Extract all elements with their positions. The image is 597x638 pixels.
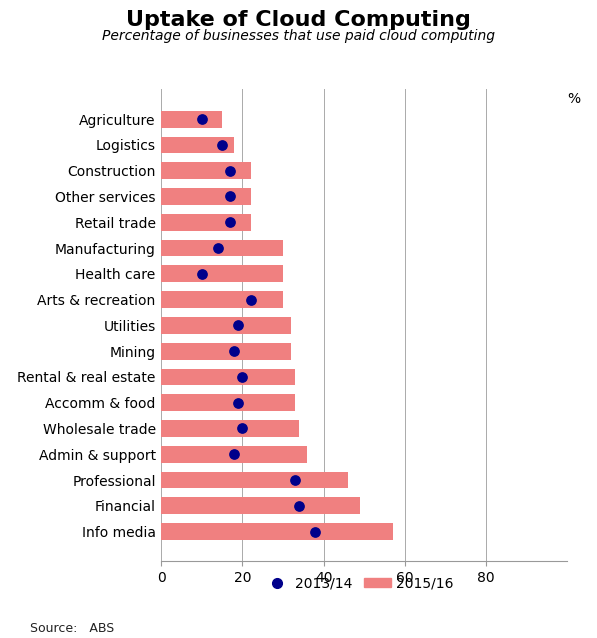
- Bar: [161, 420, 299, 437]
- Bar: [161, 265, 283, 282]
- Bar: [161, 317, 291, 334]
- Bar: [161, 471, 348, 489]
- Point: [213, 243, 223, 253]
- Bar: [161, 111, 222, 128]
- Bar: [161, 188, 251, 205]
- Point: [226, 166, 235, 176]
- Point: [226, 191, 235, 202]
- Bar: [161, 523, 393, 540]
- Point: [238, 424, 247, 434]
- Bar: [161, 343, 291, 360]
- Point: [246, 295, 256, 305]
- Text: Uptake of Cloud Computing: Uptake of Cloud Computing: [126, 10, 471, 29]
- Text: %: %: [567, 93, 580, 107]
- Point: [217, 140, 227, 150]
- Bar: [161, 291, 283, 308]
- Bar: [161, 137, 234, 153]
- Text: Percentage of businesses that use paid cloud computing: Percentage of businesses that use paid c…: [102, 29, 495, 43]
- Point: [238, 372, 247, 382]
- Point: [229, 449, 239, 459]
- Bar: [161, 214, 251, 231]
- Bar: [161, 394, 295, 411]
- Text: Source:   ABS: Source: ABS: [30, 621, 114, 635]
- Point: [229, 346, 239, 356]
- Point: [226, 217, 235, 227]
- Point: [233, 397, 243, 408]
- Point: [197, 114, 207, 124]
- Point: [294, 501, 304, 511]
- Point: [197, 269, 207, 279]
- Point: [310, 526, 320, 537]
- Bar: [161, 498, 360, 514]
- Legend: 2013/14, 2015/16: 2013/14, 2015/16: [258, 571, 458, 596]
- Point: [233, 320, 243, 330]
- Point: [290, 475, 300, 485]
- Bar: [161, 162, 251, 179]
- Bar: [161, 369, 295, 385]
- Bar: [161, 446, 307, 463]
- Bar: [161, 240, 283, 256]
